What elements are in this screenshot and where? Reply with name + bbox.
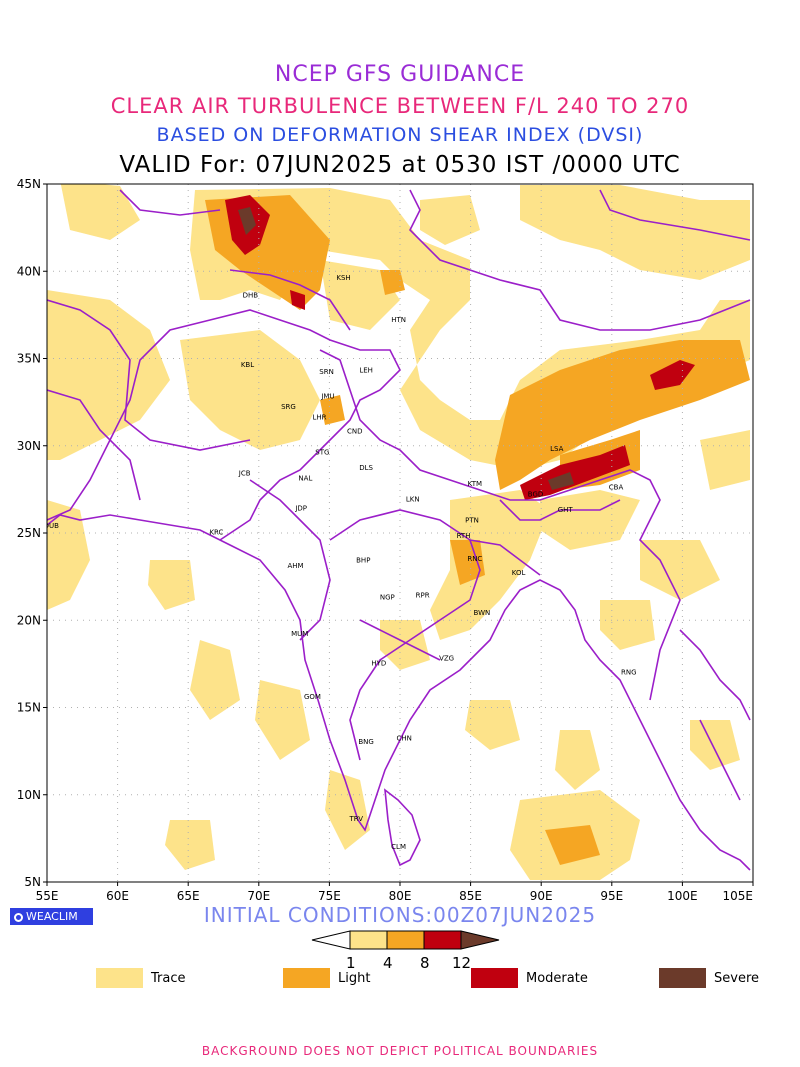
initial-conditions: INITIAL CONDITIONS:00Z07JUN2025 <box>203 903 597 927</box>
city-label-ngp: NGP <box>380 593 395 601</box>
lon-tick-label: 80E <box>389 889 412 900</box>
map-gridlines <box>47 184 753 882</box>
lat-tick-label: 20N <box>17 613 41 627</box>
city-label-trv: TRV <box>348 815 363 823</box>
weaclim-logo: WEACLIM <box>10 908 93 925</box>
city-label-clm: CLM <box>391 843 406 851</box>
lat-tick-label: 45N <box>17 177 41 191</box>
city-label-bng: BNG <box>358 738 373 746</box>
legend-label-moderate: Moderate <box>526 971 588 986</box>
city-label-lkn: LKN <box>406 496 420 504</box>
city-label-rng: RNG <box>621 668 637 676</box>
city-label-ahm: AHM <box>287 562 303 570</box>
lat-tick-label: 25N <box>17 526 41 540</box>
weaclim-logo-text: WEACLIM <box>26 910 78 923</box>
city-label-bhp: BHP <box>356 557 370 565</box>
city-label-stg: STG <box>315 448 329 456</box>
lon-tick-label: 60E <box>106 889 129 900</box>
city-label-ktm: KTM <box>468 480 482 488</box>
city-label-chn: CHN <box>397 735 412 743</box>
turbulence-severe-areas <box>238 207 574 490</box>
city-label-kol: KOL <box>512 569 526 577</box>
lon-tick-label: 95E <box>600 889 623 900</box>
legend-swatch-trace <box>96 968 143 988</box>
city-label-dls: DLS <box>359 464 373 472</box>
lat-tick-label: 10N <box>17 788 41 802</box>
lat-tick-label: 15N <box>17 701 41 715</box>
legend-label-severe: Severe <box>714 971 759 986</box>
lat-tick-label: 40N <box>17 264 41 278</box>
legend-swatch-moderate <box>471 968 518 988</box>
city-label-rnc: RNC <box>467 555 482 563</box>
title-line3: BASED ON DEFORMATION SHEAR INDEX (DVSI) <box>156 124 644 146</box>
city-label-bwn: BWN <box>474 609 491 617</box>
valid-time-title: VALID For: 07JUN2025 at 0530 IST /0000 U… <box>119 152 681 178</box>
lat-tick-label: 30N <box>17 439 41 453</box>
city-label-srg: SRG <box>281 403 296 411</box>
city-label-cnd: CND <box>347 428 363 436</box>
colorbar-lower-arrow <box>311 930 351 950</box>
city-label-jcb: JCB <box>238 469 251 477</box>
footer-disclaimer: BACKGROUND DOES NOT DEPICT POLITICAL BOU… <box>201 1044 599 1058</box>
lon-tick-label: 70E <box>247 889 270 900</box>
colorbar-segment-trace <box>349 930 388 950</box>
city-label-hyd: HYD <box>371 660 386 668</box>
city-label-cba: CBA <box>609 483 624 491</box>
title-line1: NCEP GFS GUIDANCE <box>274 62 526 87</box>
lon-tick-label: 75E <box>318 889 341 900</box>
city-label-lsa: LSA <box>550 445 563 453</box>
city-label-rpr: RPR <box>416 592 430 600</box>
map-axis-ticks: 55E 60E 65E 70E 75E 80E 85E 90E 95E 100E 105E 5N 10N… <box>17 177 754 900</box>
city-label-ptn: PTN <box>465 517 479 525</box>
lon-tick-label: 100E <box>667 889 698 900</box>
city-label-ght: GHT <box>558 506 574 514</box>
colorbar-upper-arrow <box>460 930 500 950</box>
city-label-dhb: DHB <box>243 291 259 299</box>
turbulence-map: DHB KSH HTN KBL SRN LEH JMU SRG LHR CND STG DLS LSA J… <box>17 177 754 900</box>
city-label-vzg: VZG <box>439 654 454 662</box>
lat-tick-label: 35N <box>17 352 41 366</box>
city-label-leh: LEH <box>359 366 373 374</box>
city-label-srn: SRN <box>319 368 334 376</box>
city-label-jmu: JMU <box>320 393 334 401</box>
city-label-dub: DUB <box>44 522 60 530</box>
city-label-krc: KRC <box>209 529 223 537</box>
colorbar-label-1: 1 <box>346 954 356 972</box>
colorbar-segments <box>311 930 500 950</box>
city-label-ksh: KSH <box>336 274 350 282</box>
colorbar-label-8: 8 <box>420 954 430 972</box>
city-label-jdp: JDP <box>294 504 307 512</box>
lon-tick-label: 85E <box>459 889 482 900</box>
lon-tick-label: 55E <box>36 889 59 900</box>
legend-label-trace: Trace <box>151 971 186 986</box>
turbulence-moderate-areas <box>225 195 695 500</box>
city-label-kbl: KBL <box>241 361 254 369</box>
colorbar-label-12: 12 <box>452 954 471 972</box>
lon-tick-label: 105E <box>723 889 754 900</box>
city-label-lhr: LHR <box>313 414 327 422</box>
colorbar-segment-light <box>386 930 425 950</box>
legend-label-light: Light <box>338 971 371 986</box>
city-label-gom: GOM <box>304 693 321 701</box>
title-line2: CLEAR AIR TURBULENCE BETWEEN F/L 240 TO … <box>110 94 690 118</box>
city-label-htn: HTN <box>391 316 406 324</box>
lon-tick-label: 65E <box>177 889 200 900</box>
city-label-rth: RTH <box>457 532 471 540</box>
city-label-nal: NAL <box>298 475 312 483</box>
lon-tick-label: 90E <box>530 889 553 900</box>
weaclim-logo-icon <box>14 913 23 922</box>
lat-tick-label: 5N <box>24 875 41 889</box>
legend-swatch-severe <box>659 968 706 988</box>
legend-swatch-light <box>283 968 330 988</box>
city-label-mum: MUM <box>291 630 308 638</box>
colorbar-label-4: 4 <box>383 954 393 972</box>
city-label-bgd: BGD <box>528 490 544 498</box>
map-boundaries <box>47 189 751 871</box>
colorbar-segment-moderate <box>423 930 462 950</box>
city-labels: DHB KSH HTN KBL SRN LEH JMU SRG LHR CND STG DLS LSA J… <box>44 274 637 851</box>
